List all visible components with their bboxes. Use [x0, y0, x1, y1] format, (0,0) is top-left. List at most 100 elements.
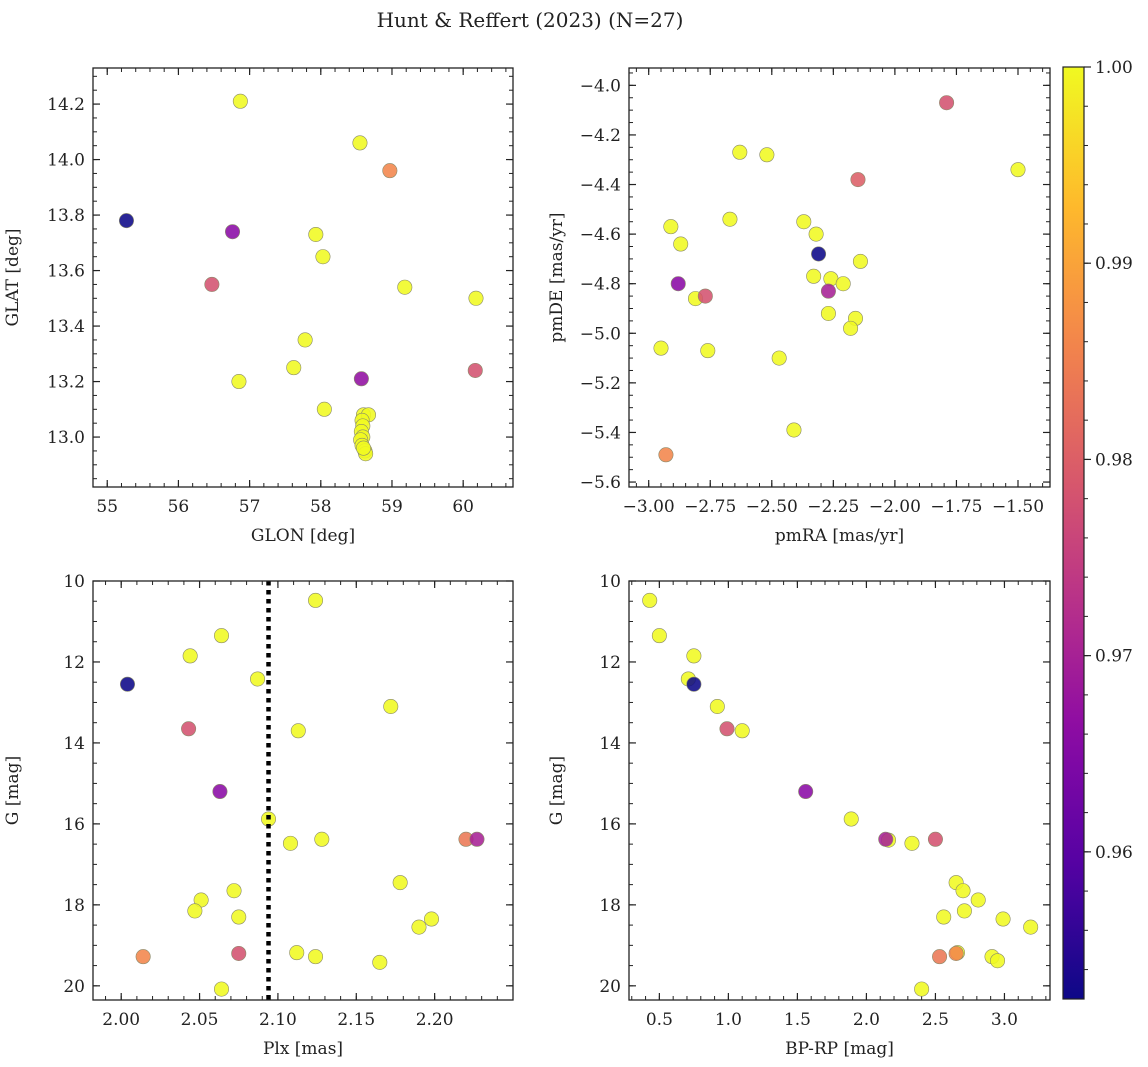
- data-point: [697, 288, 713, 304]
- y-tick-label: 14: [599, 734, 621, 754]
- x-tick-label: 0.5: [646, 1010, 673, 1030]
- colorbar: 0.96 0.97 0.98 0.99 1.00: [1062, 58, 1133, 1000]
- y-axis-label: G [mag]: [547, 756, 567, 825]
- data-point: [811, 246, 827, 262]
- y-tick-label: 13.2: [47, 373, 85, 393]
- data-point: [314, 831, 330, 847]
- axes-frame: [628, 580, 1051, 1001]
- x-tick-label: −2.75: [684, 497, 736, 517]
- y-tick-label: −4.6: [580, 225, 621, 245]
- panel-glon-glat: 55 56 57 58 59 60 13.0 13.2 13.4 13.6 13.8 14.0 14.2…: [3, 67, 514, 546]
- y-tick-label: −4.8: [580, 275, 621, 295]
- scatter-points: [642, 592, 1039, 997]
- x-tick-label: 59: [381, 497, 403, 517]
- y-tick-label: 12: [599, 653, 621, 673]
- data-point: [927, 831, 943, 847]
- data-point: [673, 236, 689, 252]
- data-point: [1023, 919, 1039, 935]
- data-point: [904, 835, 920, 851]
- data-point: [955, 883, 971, 899]
- x-tick-label: 2.0: [853, 1010, 880, 1030]
- data-point: [658, 447, 674, 463]
- axes-frame: [628, 67, 1051, 488]
- x-tick-label: 1.5: [784, 1010, 811, 1030]
- data-point: [850, 172, 866, 188]
- data-point: [878, 831, 894, 847]
- x-axis-label: pmRA [mas/yr]: [775, 526, 904, 546]
- x-tick-label: 2.20: [416, 1010, 454, 1030]
- data-point: [732, 144, 748, 160]
- scatter-points: [118, 93, 484, 462]
- y-tick-label: 14.0: [47, 151, 85, 171]
- data-point: [663, 219, 679, 235]
- y-axis-label: G [mag]: [3, 756, 23, 825]
- data-point: [289, 945, 305, 961]
- axes-frame: [92, 67, 514, 488]
- data-point: [231, 909, 247, 925]
- y-tick-label: −4.2: [580, 126, 621, 146]
- colorbar-tick-label: 0.96: [1095, 843, 1133, 863]
- x-axis-label: BP-RP [mag]: [785, 1039, 894, 1059]
- minor-ticks: [629, 580, 1050, 1000]
- x-tick-label: 57: [239, 497, 261, 517]
- data-point: [771, 350, 787, 366]
- data-point: [308, 226, 324, 242]
- data-point: [467, 362, 483, 378]
- data-point: [956, 903, 972, 919]
- minor-ticks: [93, 580, 514, 1000]
- x-tick-label: −3.00: [623, 497, 675, 517]
- y-tick-label: 12: [63, 653, 85, 673]
- scatter-points: [653, 95, 1026, 463]
- data-point: [181, 721, 197, 737]
- colorbar-gradient: [1062, 66, 1085, 1000]
- data-point: [383, 698, 399, 714]
- x-tick-label: 3.0: [991, 1010, 1018, 1030]
- data-point: [936, 909, 952, 925]
- data-point: [424, 911, 440, 927]
- data-point: [397, 279, 413, 295]
- y-tick-label: −5.4: [580, 423, 621, 443]
- data-point: [806, 268, 822, 284]
- x-tick-label: 2.05: [181, 1010, 219, 1030]
- y-tick-label: 13.4: [47, 317, 85, 337]
- x-axis-label: Plx [mas]: [263, 1039, 343, 1059]
- y-tick-label: 10: [63, 572, 85, 592]
- x-tick-label: −2.00: [869, 497, 921, 517]
- data-point: [297, 332, 313, 348]
- x-tick-label: 55: [96, 497, 118, 517]
- axes-frame: [92, 580, 514, 1001]
- data-point: [308, 949, 324, 965]
- y-tick-label: −5.6: [580, 473, 621, 493]
- x-tick-label: 2.15: [337, 1010, 375, 1030]
- data-point: [226, 883, 242, 899]
- data-point: [225, 224, 241, 240]
- x-tick-label: −2.50: [746, 497, 798, 517]
- data-point: [282, 835, 298, 851]
- y-tick-label: 20: [599, 977, 621, 997]
- data-point: [808, 226, 824, 242]
- data-point: [700, 343, 716, 359]
- y-tick-label: 13.8: [47, 206, 85, 226]
- figure-title: Hunt & Reffert (2023) (N=27): [377, 8, 684, 32]
- data-point: [653, 340, 669, 356]
- x-tick-label: 2.10: [259, 1010, 297, 1030]
- panel-plx-g: 2.00 2.05 2.10 2.15 2.20 10 12 14 16 18 20 Plx [mas…: [3, 572, 514, 1059]
- data-point: [372, 954, 388, 970]
- data-point: [468, 290, 484, 306]
- data-point: [182, 648, 198, 664]
- data-point: [722, 211, 738, 227]
- colorbar-tick-label: 0.97: [1095, 647, 1133, 667]
- data-point: [231, 945, 247, 961]
- panel-pmra-pmde: −3.00 −2.75 −2.50 −2.25 −2.00 −1.75 −1.50 −5.6 −…: [547, 67, 1051, 546]
- x-tick-label: 2.00: [102, 1010, 140, 1030]
- data-point: [796, 214, 812, 230]
- y-tick-label: −5.2: [580, 374, 621, 394]
- panel-bprp-g: 0.5 1.0 1.5 2.0 2.5 3.0 10 12 14 16 18 20 BP-RP [mag…: [547, 572, 1051, 1059]
- x-tick-label: 58: [310, 497, 332, 517]
- data-point: [939, 95, 955, 111]
- data-point: [970, 892, 986, 908]
- data-point: [356, 440, 372, 456]
- y-tick-label: 13.0: [47, 428, 85, 448]
- data-point: [231, 374, 247, 390]
